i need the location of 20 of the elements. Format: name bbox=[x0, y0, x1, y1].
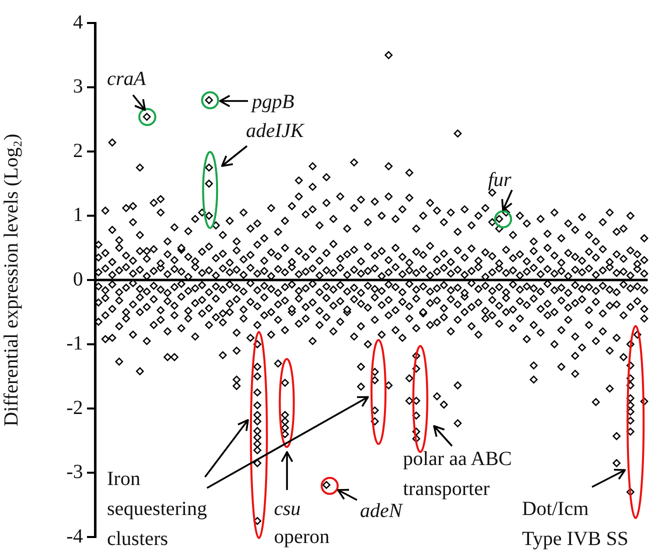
y-tick-label: -3 bbox=[66, 461, 83, 483]
y-tick-label: 4 bbox=[73, 11, 83, 34]
y-axis-title: Differential expression levels (Log₂) bbox=[0, 134, 22, 426]
annotation: adeIJK bbox=[246, 119, 304, 144]
y-tick-label: 1 bbox=[73, 204, 83, 226]
y-tick-label: -4 bbox=[66, 525, 83, 548]
y-tick-label: -2 bbox=[66, 396, 83, 419]
y-tick-label: -1 bbox=[66, 332, 83, 354]
annotation: operon bbox=[274, 525, 330, 550]
annotation: polar aa ABC transporter bbox=[403, 448, 512, 500]
annotation: adeN bbox=[360, 500, 402, 524]
annotation: Iron sequestering clusters bbox=[107, 467, 208, 552]
y-tick-label: 0 bbox=[73, 268, 83, 290]
y-tick-label: 3 bbox=[73, 76, 83, 98]
annotation: pgpB bbox=[252, 90, 294, 115]
annotation: craA bbox=[107, 67, 146, 92]
annotation: csu bbox=[274, 497, 301, 522]
y-tick-label: 2 bbox=[73, 140, 83, 162]
annotation: Dot/Icm Type IVB SS bbox=[522, 497, 630, 552]
annotation: fur bbox=[488, 168, 512, 193]
